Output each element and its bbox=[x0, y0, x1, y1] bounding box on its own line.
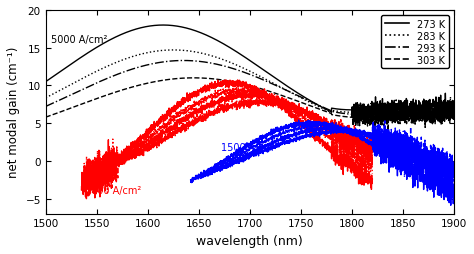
Text: 1500 A/cm²: 1500 A/cm² bbox=[221, 142, 278, 152]
Y-axis label: net modal gain (cm⁻¹): net modal gain (cm⁻¹) bbox=[7, 47, 20, 178]
Text: 5000 A/cm²: 5000 A/cm² bbox=[51, 35, 107, 44]
Text: 3000 A/cm²: 3000 A/cm² bbox=[84, 185, 141, 195]
X-axis label: wavelength (nm): wavelength (nm) bbox=[196, 234, 303, 247]
Legend: 273 K, 283 K, 293 K, 303 K: 273 K, 283 K, 293 K, 303 K bbox=[381, 16, 449, 69]
